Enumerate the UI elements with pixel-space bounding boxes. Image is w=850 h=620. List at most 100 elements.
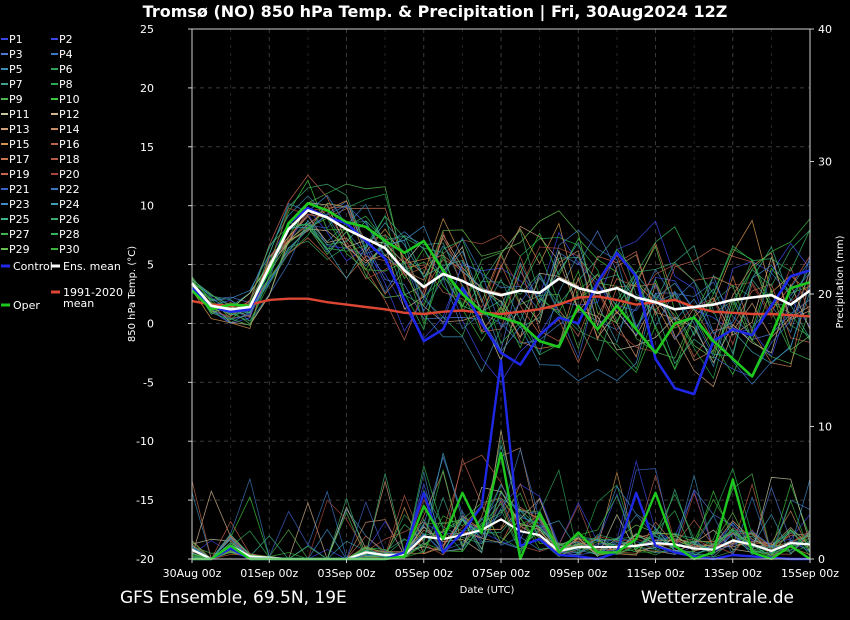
y-tick-label: 5 — [147, 259, 154, 272]
x-tick-label: 07Sep 00z — [472, 567, 530, 580]
axis-layer: 30Aug 00z 01Sep 00z 03Sep 00z 05Sep 00z 07Se… — [136, 23, 839, 580]
y-tick-label: -5 — [143, 376, 154, 389]
ensemble-line-p28 — [191, 214, 811, 356]
y-tick-label: -15 — [136, 494, 154, 507]
legend-label: P6 — [59, 63, 73, 76]
legend-entry-p20: P20 — [51, 168, 80, 181]
ensemble-line-p25 — [191, 220, 811, 365]
legend-entry-p16: P16 — [51, 138, 80, 151]
legend-entry-p27: P27 — [1, 228, 30, 241]
y2-axis-label: Precipitation (mm) — [835, 235, 846, 328]
legend-label: P25 — [9, 213, 30, 226]
legend-label: P12 — [59, 108, 80, 121]
legend-entry-p22: P22 — [51, 183, 80, 196]
legend-entry-p5: P5 — [1, 63, 23, 76]
y2-tick-label: 40 — [818, 23, 832, 36]
ensemble-line-p6 — [191, 233, 811, 370]
legend-label: P14 — [59, 123, 80, 136]
y-tick-label: 15 — [140, 141, 154, 154]
legend-entry-p24: P24 — [51, 198, 80, 211]
legend: P1 P2 P3 P4 P5 P6 P7 P8 P9 P10 P11 P12 P13 P14 P15 P16 P… — [1, 33, 123, 312]
legend-entry-p15: P15 — [1, 138, 30, 151]
footer-site-name: Wetterzentrale.de — [640, 588, 794, 608]
ensemble-line-p20 — [191, 207, 811, 353]
legend-entry-p21: P21 — [1, 183, 30, 196]
legend-label: P20 — [59, 168, 80, 181]
legend-entry-p28: P28 — [51, 228, 80, 241]
legend-label: P1 — [9, 33, 23, 46]
legend-label: P17 — [9, 153, 30, 166]
legend-entry-p12: P12 — [51, 108, 80, 121]
ensemble-precip-line-p30 — [191, 494, 811, 560]
legend-entry-p1: P1 — [1, 33, 23, 46]
y2-tick-label: 0 — [818, 553, 825, 566]
legend-entry-p19: P19 — [1, 168, 30, 181]
y-tick-label: -10 — [136, 435, 154, 448]
y-tick-label: 10 — [140, 200, 154, 213]
ensemble-line-p22 — [191, 204, 811, 337]
legend-entry-p9: P9 — [1, 93, 23, 106]
legend-label: 1991-2020 mean — [63, 286, 123, 310]
chart-title: Tromsø (NO) 850 hPa Temp. & Precipitatio… — [143, 2, 728, 22]
legend-label: P21 — [9, 183, 30, 196]
legend-label: Ens. mean — [63, 260, 121, 273]
legend-entry-p29: P29 — [1, 243, 30, 256]
legend-label: P30 — [59, 243, 80, 256]
legend-entry-p14: P14 — [51, 123, 80, 136]
legend-label: P4 — [59, 48, 73, 61]
legend-entry-p30: P30 — [51, 243, 80, 256]
y2-tick-label: 30 — [818, 156, 832, 169]
legend-entry-p4: P4 — [51, 48, 73, 61]
x-tick-label: 03Sep 00z — [318, 567, 376, 580]
x-axis-label: Date (UTC) — [460, 585, 515, 596]
legend-label: Oper — [13, 299, 40, 312]
legend-label: P8 — [59, 78, 73, 91]
legend-label: P10 — [59, 93, 80, 106]
legend-entry-p17: P17 — [1, 153, 30, 166]
x-tick-label: 01Sep 00z — [240, 567, 298, 580]
legend-label: P29 — [9, 243, 30, 256]
legend-label: P19 — [9, 168, 30, 181]
y2-tick-label: 20 — [818, 288, 832, 301]
y-tick-label: 0 — [147, 317, 154, 330]
legend-entry-p23: P23 — [1, 198, 30, 211]
legend-label: P16 — [59, 138, 80, 151]
legend-entry-p13: P13 — [1, 123, 30, 136]
legend-label: P24 — [59, 198, 80, 211]
ensemble-line-p19 — [191, 174, 811, 342]
legend-entry-oper: Oper — [1, 299, 40, 312]
x-tick-label: 30Aug 00z — [163, 567, 222, 580]
legend-entry-p6: P6 — [51, 63, 73, 76]
legend-label: P11 — [9, 108, 30, 121]
legend-entry-p25: P25 — [1, 213, 30, 226]
legend-entry-ens-mean: Ens. mean — [51, 260, 121, 273]
legend-entry-p26: P26 — [51, 213, 80, 226]
ensemble-line-p17 — [191, 207, 811, 368]
legend-entry-p3: P3 — [1, 48, 23, 61]
ensemble-line-p18 — [191, 206, 811, 338]
legend-label: Control — [13, 260, 53, 273]
x-tick-label: 13Sep 00z — [704, 567, 762, 580]
legend-label: P9 — [9, 93, 23, 106]
legend-label: P2 — [59, 33, 73, 46]
series-oper — [191, 202, 811, 378]
x-tick-label: 05Sep 00z — [395, 567, 453, 580]
y-tick-label: 25 — [140, 23, 154, 36]
ensemble-line-p29 — [191, 210, 811, 359]
legend-entry-p2: P2 — [51, 33, 73, 46]
legend-entry-control: Control — [1, 260, 53, 273]
x-tick-label: 09Sep 00z — [549, 567, 607, 580]
y-axis-label: 850 hPa Temp. (°C) — [127, 246, 138, 342]
legend-entry-p7: P7 — [1, 78, 23, 91]
ensemble-line-p26 — [191, 183, 811, 362]
y-tick-label: 20 — [140, 82, 154, 95]
legend-label: P15 — [9, 138, 30, 151]
legend-label: P28 — [59, 228, 80, 241]
legend-label: P7 — [9, 78, 23, 91]
legend-label: P18 — [59, 153, 80, 166]
series-1991-2020-mean — [191, 295, 811, 318]
x-tick-label: 11Sep 00z — [627, 567, 685, 580]
ensemble-line-p16 — [191, 237, 811, 364]
series-ens-mean — [191, 209, 811, 311]
